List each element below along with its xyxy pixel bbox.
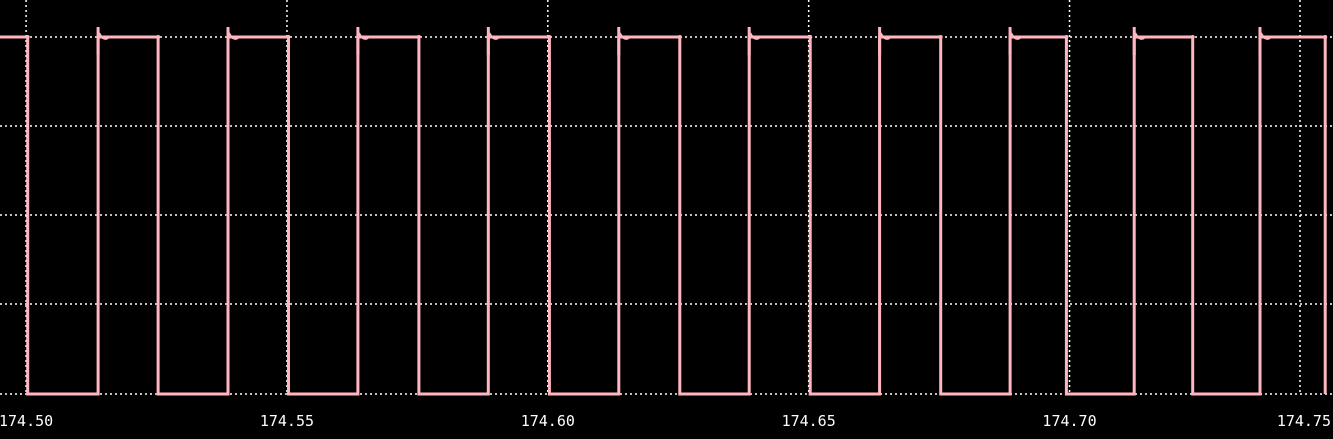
pulse-4-ringing (488, 32, 499, 40)
pulse-9-ringing (1134, 32, 1145, 40)
pulse-5-falling-edge-point (677, 35, 682, 39)
pulse-7-falling-edge-point (938, 35, 943, 39)
pulse-1-falling-edge-point (156, 35, 161, 39)
pulse-1-ringing (98, 32, 109, 40)
pulse-10-falling-edge-point (1323, 35, 1328, 39)
x-tick-label-2: 174.60 (521, 412, 575, 430)
pulse-4-falling-edge-point (547, 35, 552, 39)
pulse-3-falling-edge-point (416, 35, 421, 39)
x-axis-tick-labels: 174.50 174.55 174.60 174.65 174.70 174.75 (0, 412, 1331, 430)
pulse-0-falling-edge-point (25, 35, 30, 39)
pulse-9-falling-edge-point (1190, 35, 1195, 39)
pulse-6-falling-edge-point (808, 35, 813, 39)
pulse-5-ringing (618, 32, 630, 40)
signal-trace (0, 27, 1328, 396)
pulse-3-ringing (358, 32, 369, 40)
pulse-6-ringing (749, 32, 760, 40)
pulse-10-ringing (1260, 32, 1271, 40)
pulse-8-falling-edge-point (1064, 35, 1069, 39)
x-tick-label-1: 174.55 (260, 412, 314, 430)
pulse-2-ringing (228, 32, 239, 40)
x-tick-label-4: 174.70 (1042, 412, 1096, 430)
x-tick-label-0: 174.50 (0, 412, 53, 430)
x-tick-label-5: 174.75 (1277, 412, 1331, 430)
x-tick-label-3: 174.65 (782, 412, 836, 430)
pulse-7-ringing (879, 32, 891, 40)
pulse-8-ringing (1010, 32, 1021, 40)
pulse-2-falling-edge-point (286, 35, 291, 39)
